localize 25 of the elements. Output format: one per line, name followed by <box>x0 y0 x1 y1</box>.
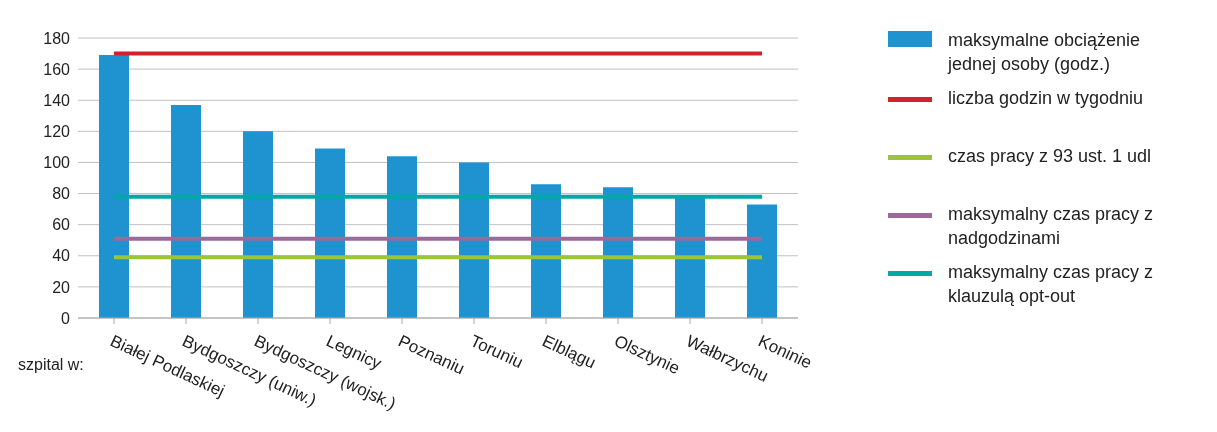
bar <box>243 131 273 318</box>
y-tick-label: 80 <box>52 185 71 203</box>
x-axis-title: szpital w: <box>18 356 84 374</box>
bar <box>459 162 489 318</box>
legend-label: liczba godzin w tygodniu <box>948 87 1145 110</box>
bar <box>99 55 129 318</box>
bar <box>747 204 777 318</box>
bar <box>531 184 561 318</box>
legend-label: czas pracy z 93 ust. 1 udl <box>948 145 1153 168</box>
y-tick-label: 40 <box>52 247 71 265</box>
legend-label: maksymalny czas pracy z nadgodzinami <box>948 203 1155 250</box>
bar <box>603 187 633 318</box>
y-tick-label: 160 <box>43 60 71 78</box>
bar <box>387 156 417 318</box>
y-tick-label: 140 <box>43 91 71 109</box>
legend-label: maksymalny czas pracy z klauzulą opt-out <box>948 261 1155 308</box>
bar <box>171 104 201 318</box>
y-tick-label: 60 <box>52 216 71 234</box>
legend-label: maksymalne obciążenie jednej osoby (godz.) <box>948 29 1142 76</box>
y-tick-label: 100 <box>43 154 71 172</box>
y-tick-label: 20 <box>52 278 71 296</box>
y-tick-label: 120 <box>43 123 71 141</box>
y-tick-label: 180 <box>43 29 71 47</box>
bar <box>315 148 345 318</box>
y-tick-label: 0 <box>61 309 71 327</box>
